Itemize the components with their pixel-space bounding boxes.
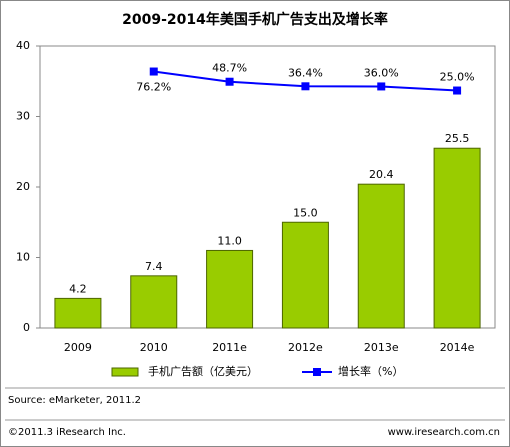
y-tick-label: 40 xyxy=(16,39,30,52)
bar xyxy=(433,147,481,329)
line-marker xyxy=(377,82,386,91)
line-marker xyxy=(149,67,158,76)
legend-label: 手机广告额（亿美元） xyxy=(148,364,258,378)
copyright: ©2011.3 iResearch Inc. xyxy=(8,427,126,438)
data-label: 11.0 xyxy=(217,234,242,247)
bar xyxy=(206,249,254,329)
x-tick-label: 2009 xyxy=(64,341,92,354)
x-tick-label: 2012e xyxy=(288,341,323,354)
data-label: 76.2% xyxy=(136,81,171,94)
website: www.iresearch.com.cn xyxy=(388,427,500,438)
data-label: 25.0% xyxy=(440,71,475,84)
data-label: 7.4 xyxy=(145,260,163,273)
data-label: 36.0% xyxy=(364,66,399,79)
y-tick-label: 10 xyxy=(16,251,30,264)
data-label: 48.7% xyxy=(212,62,247,75)
data-label: 36.4% xyxy=(288,66,323,79)
data-label: 15.0 xyxy=(293,206,318,219)
data-label: 20.4 xyxy=(369,168,394,181)
legend-label: 增长率（%） xyxy=(338,364,403,378)
source: Source: eMarketer, 2011.2 xyxy=(8,395,141,406)
x-tick-label: 2010 xyxy=(140,341,168,354)
bar xyxy=(281,221,329,329)
bar xyxy=(54,297,102,329)
y-tick-label: 20 xyxy=(16,180,30,193)
chart-title: 2009-2014年美国手机广告支出及增长率 xyxy=(122,11,388,28)
legend-swatch xyxy=(111,367,139,377)
x-tick-label: 2011e xyxy=(212,341,247,354)
y-tick-label: 30 xyxy=(16,110,30,123)
y-tick-label: 0 xyxy=(23,321,30,334)
line-marker xyxy=(225,77,234,86)
data-label: 4.2 xyxy=(69,282,87,295)
line-marker xyxy=(453,86,462,95)
bar xyxy=(130,275,178,329)
legend-swatch xyxy=(313,368,321,376)
line-marker xyxy=(301,82,310,91)
x-tick-label: 2013e xyxy=(364,341,399,354)
data-label: 25.5 xyxy=(445,132,470,145)
x-tick-label: 2014e xyxy=(440,341,475,354)
bar xyxy=(357,183,405,329)
